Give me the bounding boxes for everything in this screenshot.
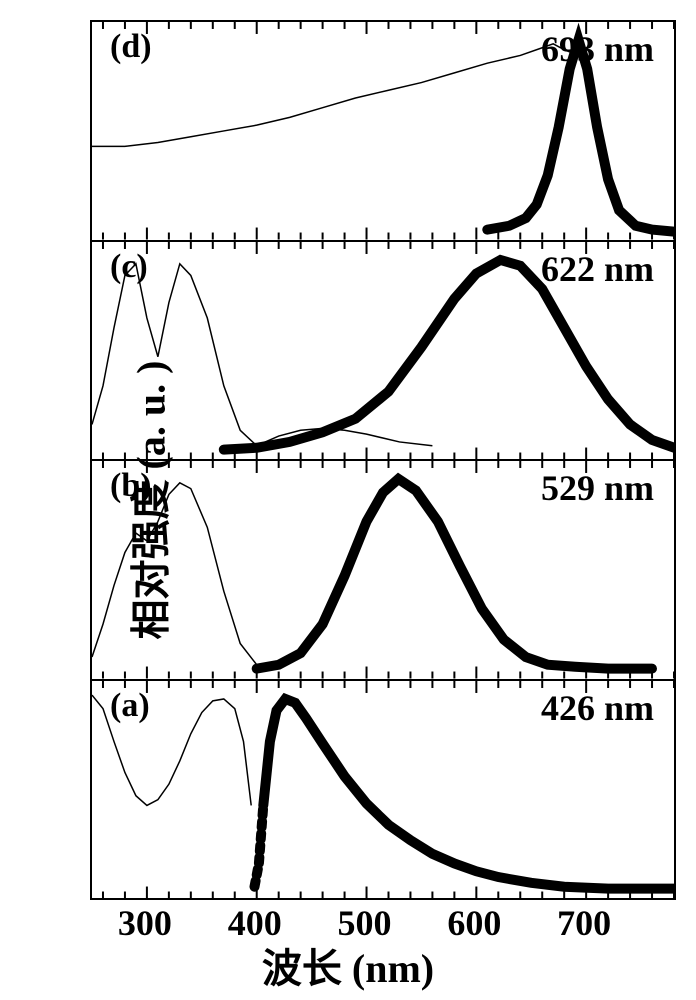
panel-svg [92, 242, 674, 460]
panel-stack: (d)693 nm(c)622 nm(b)529 nm(a)426 nm [90, 20, 676, 900]
panel-svg [92, 22, 674, 240]
x-tick-label: 300 [118, 902, 172, 944]
panel-c: (c)622 nm [92, 242, 674, 462]
x-axis-label: 波长 (nm) [262, 936, 434, 994]
panel-svg [92, 461, 674, 679]
panel-b: (b)529 nm [92, 461, 674, 681]
spectra-figure: 相对强度 (a. u. ) (d)693 nm(c)622 nm(b)529 n… [0, 0, 696, 1000]
x-tick-label: 600 [447, 902, 501, 944]
panel-a: (a)426 nm [92, 681, 674, 899]
panel-d: (d)693 nm [92, 22, 674, 242]
panel-svg [92, 681, 674, 899]
x-tick-label: 700 [557, 902, 611, 944]
